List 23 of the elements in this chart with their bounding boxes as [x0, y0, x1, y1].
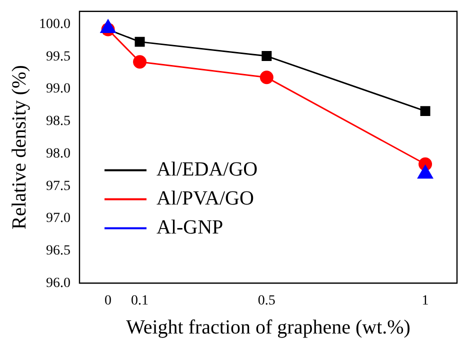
- point: [260, 70, 274, 84]
- y-tick-label: 97.0: [46, 211, 70, 226]
- y-axis-title: Relative density (%): [8, 65, 30, 230]
- point: [134, 36, 145, 47]
- y-tick-label: 98.0: [46, 146, 70, 162]
- legend-label: Al/PVA/GO: [156, 187, 254, 210]
- y-tick-label: 96.5: [46, 244, 70, 259]
- legend-label: Al/EDA/GO: [156, 158, 258, 180]
- point: [133, 55, 147, 69]
- y-tick-label: 99.5: [46, 49, 70, 64]
- y-tick-label: 97.5: [46, 178, 70, 194]
- x-tick-label: 0.1: [131, 293, 149, 308]
- point: [420, 106, 430, 116]
- point: [262, 51, 272, 62]
- x-tick-label: 0.5: [258, 293, 276, 308]
- x-tick-label: 0: [104, 293, 112, 308]
- x-axis-title: Weight fraction of graphene (wt.%): [126, 316, 410, 338]
- y-tick-label: 98.5: [46, 114, 70, 130]
- x-tick-label: 1: [422, 293, 429, 308]
- y-tick-label: 99.0: [46, 82, 70, 97]
- y-tick-label: 96.0: [46, 276, 70, 291]
- y-tick-label: 100.0: [39, 17, 70, 32]
- legend-label: Al-GNP: [156, 216, 224, 238]
